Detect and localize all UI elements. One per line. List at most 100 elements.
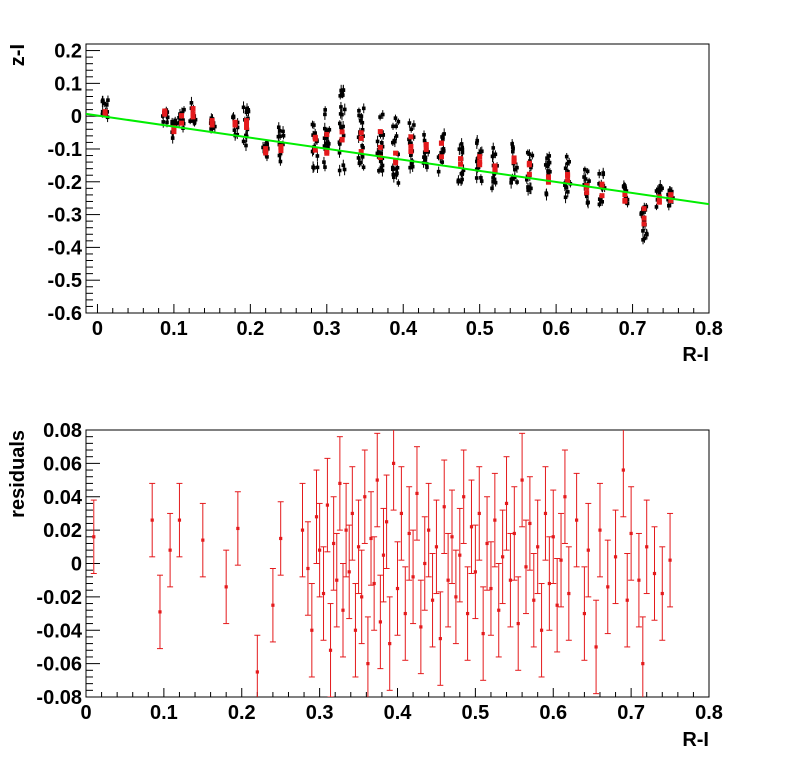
- data-point: [281, 133, 286, 138]
- residual-point: [563, 495, 567, 499]
- residual-point: [668, 558, 672, 562]
- data-point: [277, 153, 282, 158]
- mean-marker: [324, 131, 330, 137]
- data-point: [641, 229, 645, 233]
- residual-point: [539, 628, 544, 632]
- data-point: [529, 165, 533, 170]
- x-tick-label: 0.8: [695, 318, 723, 340]
- data-point: [277, 128, 282, 133]
- data-point: [104, 103, 109, 107]
- plot-area: [90, 430, 674, 697]
- residual-point: [384, 520, 389, 524]
- data-point: [423, 155, 428, 160]
- data-point: [241, 139, 246, 144]
- data-point: [235, 132, 240, 137]
- mean-marker: [565, 171, 571, 177]
- mean-marker: [423, 142, 429, 148]
- residual-point: [625, 598, 629, 602]
- mean-marker: [179, 113, 185, 119]
- data-point: [342, 167, 347, 172]
- residual-point: [392, 461, 396, 465]
- data-point: [563, 195, 568, 200]
- data-point: [408, 165, 412, 170]
- data-point: [323, 112, 327, 117]
- residuals-plot: 0 0.1 0.2 0.3 0.4 0.5 0.6 0.7 0.8 0.08 0.06 0.04 0.0…: [7, 420, 723, 751]
- data-point: [460, 177, 464, 182]
- data-point: [326, 129, 330, 133]
- data-point: [442, 132, 446, 136]
- data-point: [231, 115, 235, 120]
- data-point: [235, 125, 240, 130]
- residual-point: [438, 636, 442, 641]
- residual-point: [528, 521, 532, 526]
- data-point: [381, 133, 385, 137]
- y-tick-label: -0.2: [48, 172, 82, 194]
- mean-marker: [324, 149, 330, 155]
- residual-point: [567, 591, 571, 596]
- residual-point: [224, 585, 228, 589]
- residual-point: [555, 603, 559, 607]
- data-point: [422, 150, 427, 155]
- residual-point: [372, 581, 376, 586]
- data-point: [658, 187, 663, 192]
- data-point: [360, 128, 365, 132]
- residual-point: [150, 518, 154, 522]
- residual-point: [462, 495, 466, 499]
- mean-marker: [339, 129, 345, 135]
- mean-marker: [477, 159, 483, 165]
- data-point: [668, 188, 673, 193]
- y-tick-label: -0.02: [36, 587, 82, 609]
- data-point: [341, 133, 346, 138]
- data-point: [341, 163, 346, 168]
- data-point: [474, 167, 479, 172]
- data-point: [440, 160, 445, 164]
- x-tick-label: 0.4: [384, 702, 413, 724]
- data-point: [493, 180, 498, 185]
- mean-marker: [599, 193, 605, 199]
- data-point: [394, 124, 398, 129]
- mean-marker: [668, 198, 674, 204]
- residual-point: [310, 628, 314, 632]
- residual-point: [411, 575, 415, 579]
- data-point: [545, 156, 549, 160]
- data-point: [357, 108, 361, 113]
- data-point: [459, 172, 464, 176]
- data-point: [510, 142, 514, 146]
- data-point: [564, 154, 569, 159]
- data-point: [597, 182, 601, 186]
- residual-point: [369, 536, 373, 541]
- data-point: [380, 168, 385, 173]
- data-point: [597, 202, 602, 207]
- mean-marker: [423, 146, 429, 152]
- data-point: [375, 152, 380, 157]
- residual-point: [575, 518, 579, 522]
- mean-marker: [102, 109, 108, 115]
- mean-marker: [393, 150, 399, 156]
- mean-marker: [656, 199, 662, 205]
- mean-marker: [545, 174, 551, 180]
- data-point: [377, 168, 381, 173]
- residual-point: [366, 662, 370, 666]
- data-point: [395, 165, 400, 170]
- residual-point: [547, 581, 551, 586]
- residual-point: [306, 566, 310, 571]
- mean-marker: [622, 192, 628, 198]
- residual-point: [430, 598, 435, 602]
- x-tick-label: 0.4: [389, 318, 418, 340]
- data-point: [378, 159, 383, 164]
- residual-point: [314, 515, 319, 519]
- data-point: [422, 133, 426, 137]
- residual-point: [395, 586, 400, 591]
- data-point: [585, 169, 590, 174]
- data-point: [479, 175, 483, 180]
- data-point: [525, 150, 530, 155]
- data-point: [546, 169, 550, 173]
- data-point: [360, 120, 365, 125]
- residual-point: [536, 545, 540, 549]
- x-tick-label: 0.5: [461, 702, 489, 724]
- data-point: [326, 145, 330, 150]
- mean-marker: [102, 112, 108, 118]
- data-point: [188, 119, 192, 123]
- data-point: [625, 201, 630, 206]
- residual-point: [598, 528, 602, 532]
